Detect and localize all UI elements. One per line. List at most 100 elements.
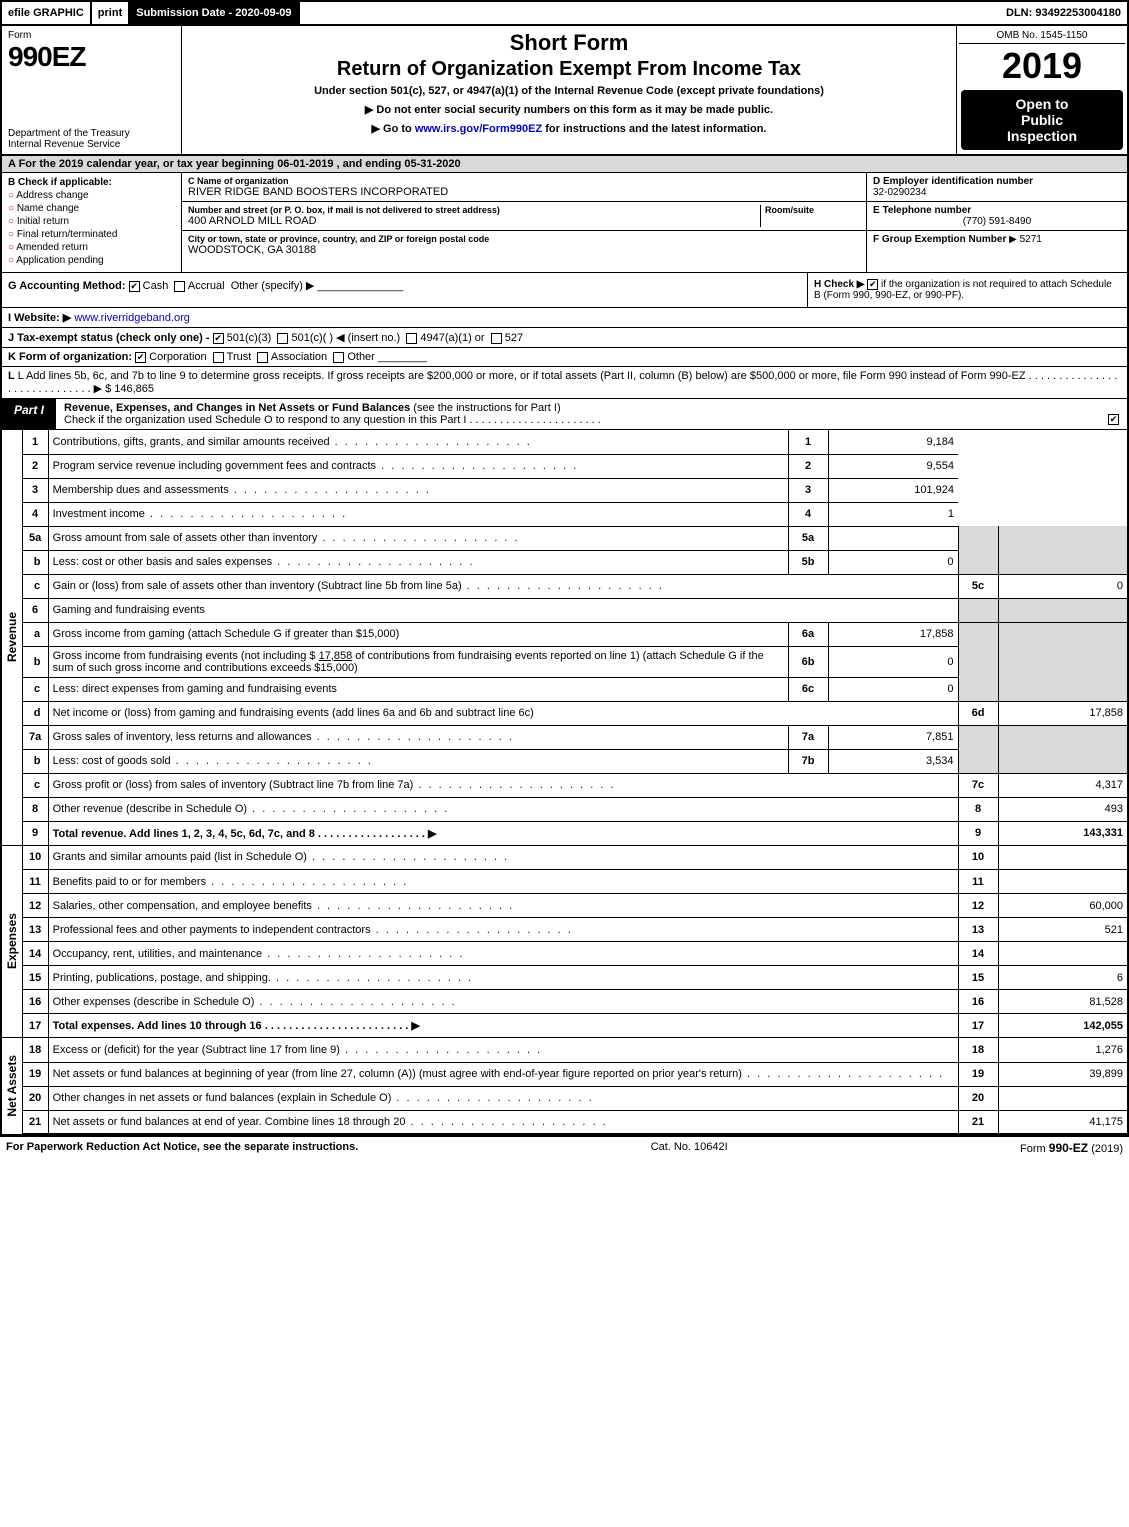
line-6b-desc: Gross income from fundraising events (no… — [48, 646, 788, 677]
g-label: G Accounting Method: — [8, 280, 126, 292]
line-19-val: 39,899 — [998, 1062, 1128, 1086]
line-9-desc: Total revenue. Add lines 1, 2, 3, 4, 5c,… — [48, 821, 958, 845]
line-17-desc: Total expenses. Add lines 10 through 16 … — [48, 1014, 958, 1038]
line-3-desc: Membership dues and assessments — [48, 478, 788, 502]
city-value: WOODSTOCK, GA 30188 — [188, 244, 860, 256]
efile-label: efile GRAPHIC — [2, 2, 92, 24]
j-label: J Tax-exempt status (check only one) - — [8, 332, 210, 344]
cb-accrual[interactable] — [174, 281, 185, 292]
cb-4947[interactable] — [406, 333, 417, 344]
part1-subtitle: (see the instructions for Part I) — [413, 402, 560, 414]
l-text: L Add lines 5b, 6c, and 7b to line 9 to … — [18, 370, 1026, 382]
cb-h[interactable] — [867, 279, 878, 290]
cb-501c[interactable] — [277, 333, 288, 344]
line-20-desc: Other changes in net assets or fund bala… — [48, 1086, 958, 1110]
cb-initial-return[interactable]: Initial return — [8, 216, 175, 227]
part1-check-text: Check if the organization used Schedule … — [64, 414, 466, 426]
section-g: G Accounting Method: Cash Accrual Other … — [2, 273, 807, 307]
cb-name-change[interactable]: Name change — [8, 203, 175, 214]
line-10-val — [998, 846, 1128, 870]
open-line-2: Public — [963, 112, 1121, 128]
revenue-side-label: Revenue — [0, 430, 22, 846]
line-16-val: 81,528 — [998, 990, 1128, 1014]
line-7c-val: 4,317 — [998, 773, 1128, 797]
cb-cash[interactable] — [129, 281, 140, 292]
cb-application-pending[interactable]: Application pending — [8, 255, 175, 266]
department-label: Department of the Treasury — [8, 128, 175, 139]
cb-final-return[interactable]: Final return/terminated — [8, 229, 175, 240]
open-line-1: Open to — [963, 96, 1121, 112]
address-cell: Number and street (or P. O. box, if mail… — [182, 202, 866, 231]
open-line-3: Inspection — [963, 128, 1121, 144]
cb-part1-schedule-o[interactable] — [1108, 414, 1119, 425]
line-6c-desc: Less: direct expenses from gaming and fu… — [48, 677, 788, 701]
line-10-desc: Grants and similar amounts paid (list in… — [48, 846, 958, 870]
expenses-section: Expenses 10Grants and similar amounts pa… — [0, 846, 1129, 1039]
short-form-title: Short Form — [188, 30, 950, 56]
section-j: J Tax-exempt status (check only one) - 5… — [0, 328, 1129, 348]
k-other: Other — [347, 351, 375, 363]
line-9-val: 143,331 — [998, 821, 1128, 845]
line-14-val — [998, 942, 1128, 966]
tax-year: 2019 — [959, 44, 1125, 88]
line-1-val: 9,184 — [828, 430, 958, 454]
cb-corp[interactable] — [135, 352, 146, 363]
city-cell: City or town, state or province, country… — [182, 231, 866, 259]
j-opt2b: (insert no.) — [348, 332, 401, 344]
line-20-val — [998, 1086, 1128, 1110]
line-13-val: 521 — [998, 918, 1128, 942]
c-name-label: C Name of organization — [188, 176, 860, 186]
line-21-val: 41,175 — [998, 1110, 1128, 1134]
line-8-desc: Other revenue (describe in Schedule O) — [48, 797, 958, 821]
omb-number: OMB No. 1545-1150 — [959, 28, 1125, 44]
tax-year-line: A For the 2019 calendar year, or tax yea… — [0, 156, 1129, 173]
cb-other-org[interactable] — [333, 352, 344, 363]
j-opt3: 4947(a)(1) or — [420, 332, 484, 344]
cash-label: Cash — [143, 280, 169, 292]
line-12-val: 60,000 — [998, 894, 1128, 918]
form-number: 990EZ — [8, 41, 175, 73]
cb-trust[interactable] — [213, 352, 224, 363]
pra-notice: For Paperwork Reduction Act Notice, see … — [6, 1141, 358, 1155]
part1-tab: Part I — [2, 399, 56, 429]
line-18-desc: Excess or (deficit) for the year (Subtra… — [48, 1038, 958, 1062]
cb-501c3[interactable] — [213, 333, 224, 344]
line-6b-mval: 0 — [828, 646, 958, 677]
address-value: 400 ARNOLD MILL ROAD — [188, 215, 760, 227]
i-label: I Website: ▶ — [8, 312, 71, 324]
cb-address-change[interactable]: Address change — [8, 190, 175, 201]
topbar-spacer — [300, 2, 1000, 24]
line-2-val: 9,554 — [828, 454, 958, 478]
room-label: Room/suite — [765, 205, 860, 215]
cb-527[interactable] — [491, 333, 502, 344]
line-6a-mval: 17,858 — [828, 622, 958, 646]
header-left: Form 990EZ Department of the Treasury In… — [2, 26, 182, 154]
k-trust: Trust — [227, 351, 252, 363]
goto-link[interactable]: www.irs.gov/Form990EZ — [415, 123, 542, 135]
j-opt1: 501(c)(3) — [227, 332, 272, 344]
row-gh: G Accounting Method: Cash Accrual Other … — [0, 273, 1129, 308]
print-button[interactable]: print — [92, 2, 130, 24]
cb-assoc[interactable] — [257, 352, 268, 363]
section-k: K Form of organization: Corporation Trus… — [0, 348, 1129, 367]
phone-value: (770) 591-8490 — [873, 216, 1121, 227]
line-16-desc: Other expenses (describe in Schedule O) — [48, 990, 958, 1014]
expenses-table: 10Grants and similar amounts paid (list … — [22, 846, 1129, 1039]
expenses-side-label: Expenses — [0, 846, 22, 1039]
line-11-val — [998, 870, 1128, 894]
entity-box: B Check if applicable: Address change Na… — [0, 173, 1129, 273]
line-6c-mval: 0 — [828, 677, 958, 701]
line-12-desc: Salaries, other compensation, and employ… — [48, 894, 958, 918]
accrual-label: Accrual — [188, 280, 225, 292]
website-link[interactable]: www.riverridgeband.org — [74, 312, 190, 324]
city-label: City or town, state or province, country… — [188, 234, 860, 244]
line-6d-desc: Net income or (loss) from gaming and fun… — [48, 701, 958, 725]
section-l: L L Add lines 5b, 6c, and 7b to line 9 t… — [0, 367, 1129, 399]
group-exemption-cell: F Group Exemption Number ▶ 5271 — [867, 231, 1127, 248]
line-7a-desc: Gross sales of inventory, less returns a… — [48, 725, 788, 749]
ein-value: 32-0290234 — [873, 187, 1121, 198]
group-exemption-value: 5271 — [1020, 234, 1042, 245]
irs-label: Internal Revenue Service — [8, 139, 175, 150]
cb-amended-return[interactable]: Amended return — [8, 242, 175, 253]
line-15-val: 6 — [998, 966, 1128, 990]
